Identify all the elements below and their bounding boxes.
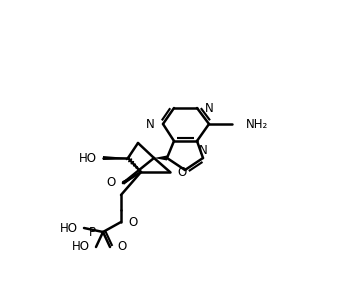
Polygon shape	[103, 156, 128, 160]
Text: HO: HO	[60, 221, 78, 235]
Polygon shape	[154, 156, 167, 161]
Text: O: O	[128, 215, 137, 229]
Polygon shape	[122, 172, 141, 185]
Text: N: N	[205, 102, 214, 114]
Text: HO: HO	[79, 151, 97, 164]
Text: NH₂: NH₂	[246, 117, 268, 131]
Text: O: O	[177, 165, 186, 179]
Text: O: O	[117, 240, 126, 254]
Text: HO: HO	[72, 240, 90, 254]
Text: N: N	[146, 117, 155, 131]
Text: O: O	[107, 176, 116, 190]
Text: N: N	[199, 144, 207, 156]
Text: P: P	[89, 226, 96, 238]
